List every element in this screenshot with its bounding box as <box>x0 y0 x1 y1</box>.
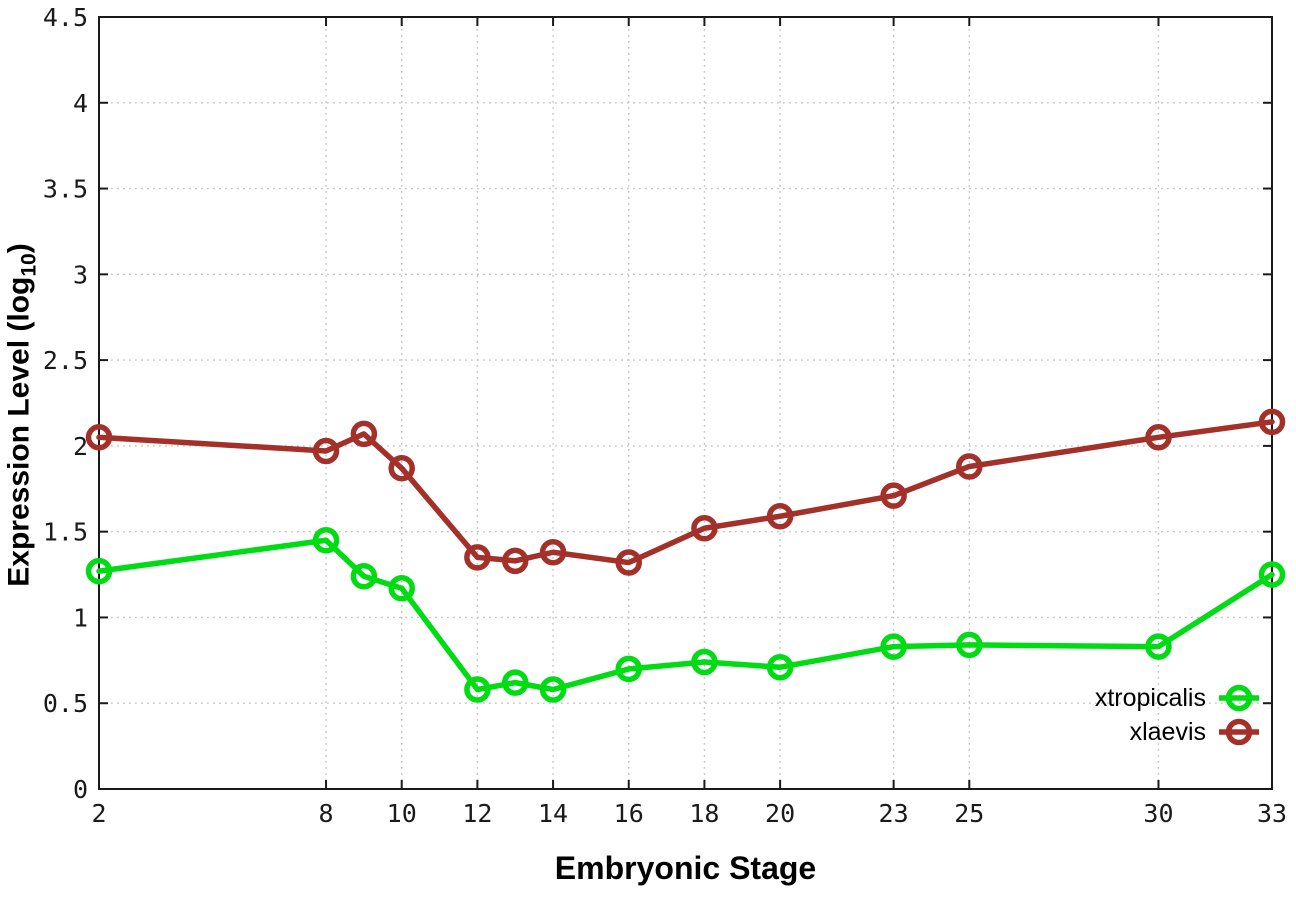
x-tick-label: 25 <box>954 799 984 828</box>
series-xlaevis-marker <box>615 549 642 576</box>
series-xlaevis-marker <box>766 502 794 530</box>
series-xlaevis-marker <box>691 514 718 542</box>
y-axis-title-suffix: ) <box>2 243 36 254</box>
x-tick-label: 20 <box>765 799 795 828</box>
series-xlaevis-marker <box>388 454 415 482</box>
x-tick-label: 30 <box>1143 799 1173 828</box>
series-xtropicalis-marker <box>1258 561 1286 588</box>
y-tick-label: 3 <box>73 260 88 289</box>
y-axis-title: Expression Level (log10) <box>3 243 42 586</box>
legend-key-xlaevis-icon <box>1219 718 1259 746</box>
x-tick-label: 16 <box>614 799 644 828</box>
legend-item-xlaevis: xlaevis <box>1095 715 1262 749</box>
y-tick-label: 0 <box>73 775 88 804</box>
y-axis-title-subscript: 10 <box>17 253 41 277</box>
series-xtropicalis-marker <box>615 655 642 683</box>
series-xlaevis-marker <box>501 547 529 575</box>
series-xtropicalis-marker <box>1145 633 1172 660</box>
y-tick-label: 1.5 <box>43 518 88 547</box>
series-xtropicalis-marker <box>880 633 907 660</box>
x-tick-label: 18 <box>689 799 719 828</box>
series-xtropicalis-marker <box>766 653 794 681</box>
series-xlaevis-marker <box>85 424 113 451</box>
series-xlaevis-line <box>96 419 1275 566</box>
x-tick-label: 33 <box>1257 799 1287 828</box>
y-tick-label: 4.5 <box>43 3 88 32</box>
series-xtropicalis-marker <box>956 631 983 659</box>
legend-label-xtropicalis: xtropicalis <box>1094 683 1206 712</box>
series-xtropicalis-marker <box>691 648 718 676</box>
series-xtropicalis-marker <box>350 563 378 590</box>
y-tick-label: 0.5 <box>43 689 88 718</box>
x-tick-label: 14 <box>538 799 568 828</box>
y-tick-label: 3.5 <box>43 175 88 204</box>
series-xlaevis-marker <box>350 420 378 448</box>
legend-key-xtropicalis-icon <box>1219 684 1259 712</box>
legend-label-xlaevis: xlaevis <box>1129 717 1206 746</box>
series-xtropicalis-marker <box>388 575 415 602</box>
series-xtropicalis-marker <box>312 526 340 554</box>
series-xlaevis-marker <box>1258 408 1286 436</box>
legend-item-xtropicalis: xtropicalis <box>1095 681 1262 715</box>
y-tick-label: 2.5 <box>43 346 88 375</box>
x-tick-label: 23 <box>879 799 909 828</box>
series-xlaevis-marker <box>880 482 907 509</box>
y-tick-label: 1 <box>73 603 88 632</box>
plot-border <box>98 16 1273 790</box>
series-xtropicalis-marker <box>501 669 529 696</box>
series-xlaevis-marker <box>539 539 567 566</box>
series-xtropicalis-line <box>96 537 1275 693</box>
x-tick-label: 12 <box>462 799 492 828</box>
legend: xtropicalis xlaevis <box>1095 681 1262 749</box>
series-xtropicalis-marker <box>85 557 113 585</box>
x-tick-label: 2 <box>91 799 106 828</box>
series-xlaevis-marker <box>1145 424 1172 451</box>
y-tick-label: 4 <box>73 89 88 118</box>
series-xlaevis-marker <box>312 437 340 465</box>
x-tick-label: 8 <box>319 799 334 828</box>
x-tick-label: 10 <box>387 799 417 828</box>
series-xlaevis-marker <box>956 453 983 480</box>
x-axis-title: Embryonic Stage <box>554 850 817 886</box>
y-tick-label: 2 <box>73 432 88 461</box>
series-xtropicalis-marker <box>539 676 567 703</box>
series-xtropicalis-marker <box>464 676 491 703</box>
series-xlaevis-marker <box>464 544 491 571</box>
y-axis-title-text: Expression Level (log <box>2 276 36 587</box>
